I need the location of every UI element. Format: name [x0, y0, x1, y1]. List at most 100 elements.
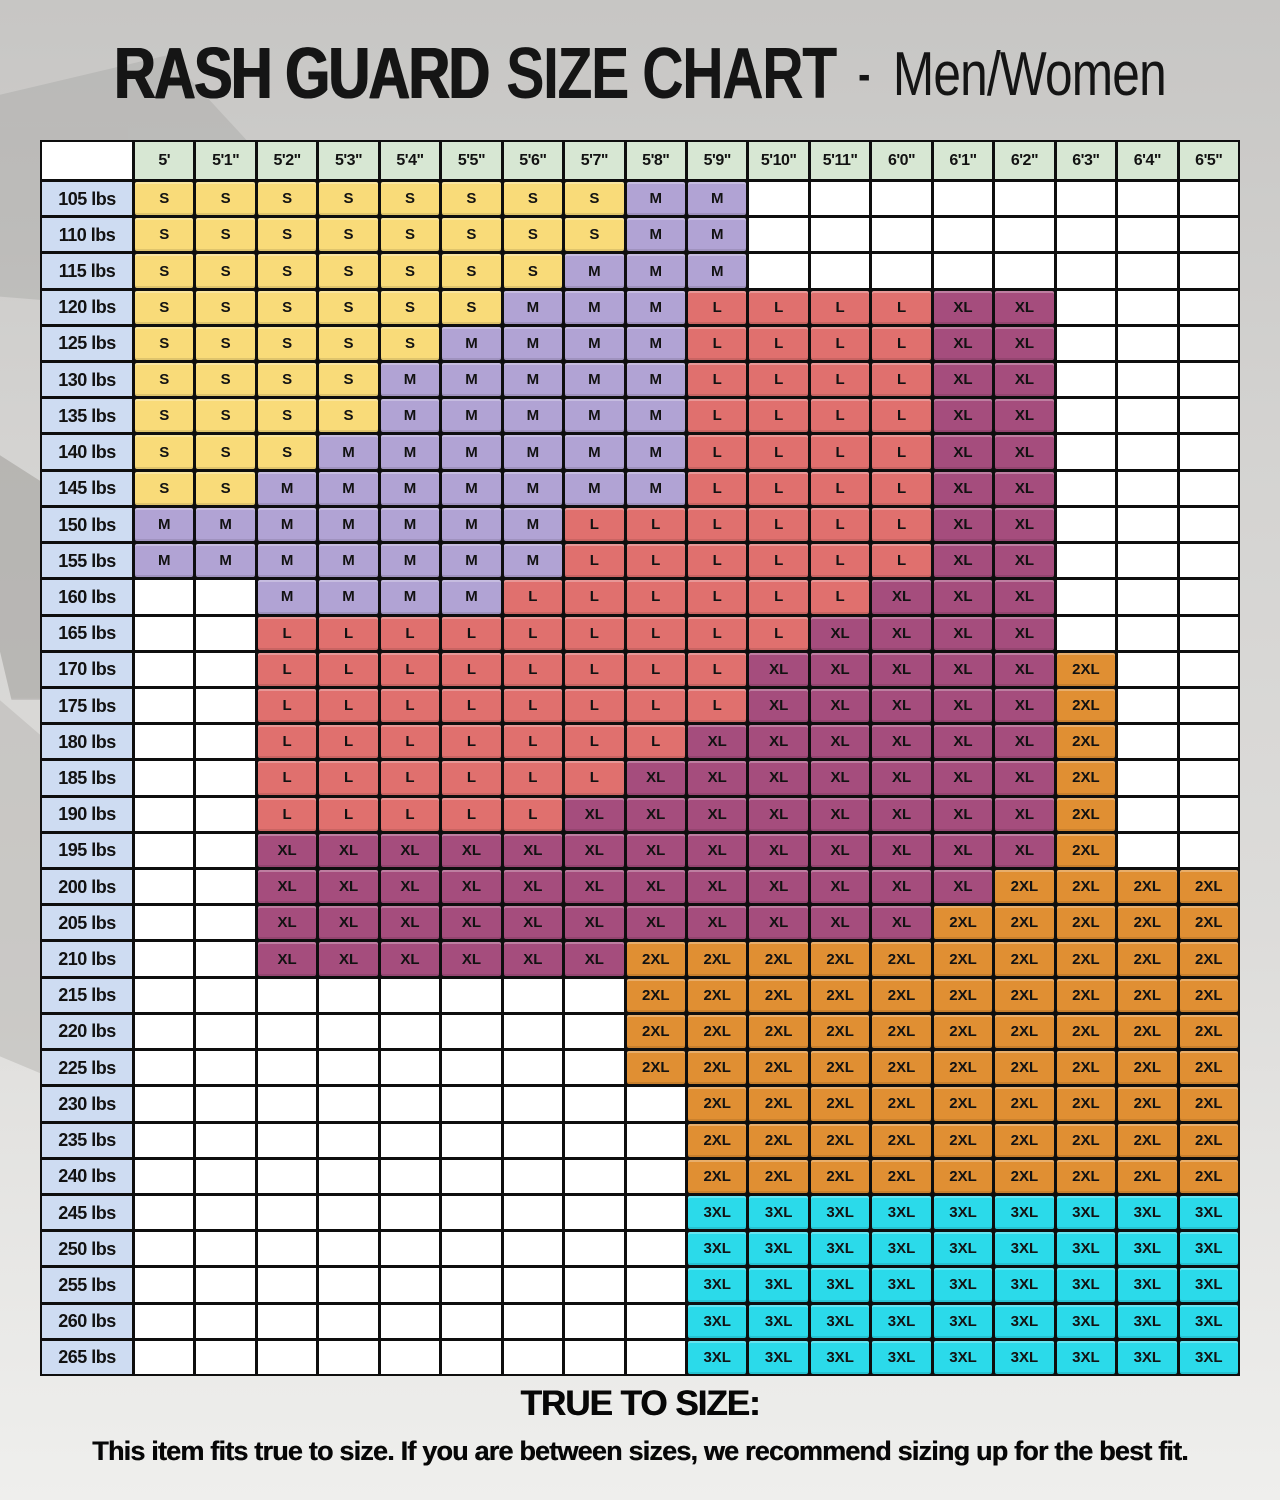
size-cell: L	[565, 507, 624, 542]
size-cell: L	[872, 363, 931, 397]
empty-cell	[1179, 544, 1238, 578]
size-cell: XL	[380, 942, 440, 976]
empty-cell	[380, 1232, 440, 1266]
size-cell: M	[380, 399, 440, 433]
size-cell: L	[626, 580, 685, 614]
size-cell: 2XL	[810, 1123, 870, 1157]
size-cell: L	[749, 326, 808, 361]
footer: TRUE TO SIZE: This item fits true to siz…	[0, 1384, 1280, 1467]
size-cell: 2XL	[810, 1014, 870, 1049]
size-cell: M	[257, 580, 317, 614]
size-cell: 2XL	[1179, 870, 1238, 904]
weight-label-cell: 195 lbs	[42, 833, 132, 868]
empty-cell	[380, 1123, 440, 1157]
size-cell: S	[196, 399, 255, 433]
size-cell: L	[749, 363, 808, 397]
size-cell: S	[319, 290, 378, 324]
size-cell: S	[135, 182, 194, 216]
empty-cell	[196, 616, 255, 650]
empty-cell	[319, 1195, 378, 1230]
size-cell: M	[319, 544, 378, 578]
empty-cell	[626, 1340, 685, 1374]
size-cell: XL	[503, 942, 563, 976]
empty-cell	[380, 1340, 440, 1374]
empty-cell	[196, 1051, 255, 1085]
size-cell: M	[442, 471, 501, 505]
size-cell: XL	[565, 797, 624, 831]
size-cell: 3XL	[810, 1304, 870, 1338]
size-cell: M	[626, 326, 685, 361]
empty-cell	[626, 1304, 685, 1338]
size-cell: S	[503, 254, 563, 288]
height-header-cell: 5'6"	[503, 142, 563, 179]
size-cell: L	[810, 471, 870, 505]
empty-cell	[257, 1340, 317, 1374]
empty-cell	[810, 182, 870, 216]
title-product: RASH GUARD	[114, 34, 490, 114]
empty-cell	[442, 1123, 501, 1157]
empty-cell	[1056, 580, 1116, 614]
weight-label-cell: 260 lbs	[42, 1304, 132, 1338]
size-cell: XL	[319, 942, 378, 976]
empty-cell	[257, 1304, 317, 1338]
size-cell: XL	[749, 652, 808, 686]
weight-label-cell: 170 lbs	[42, 652, 132, 686]
height-header-cell: 5'	[135, 142, 194, 179]
empty-cell	[503, 1014, 563, 1049]
empty-cell	[319, 1232, 378, 1266]
weight-label-cell: 110 lbs	[42, 218, 132, 252]
empty-cell	[380, 1304, 440, 1338]
empty-cell	[380, 1195, 440, 1230]
size-cell: 2XL	[995, 978, 1054, 1012]
size-cell: S	[380, 254, 440, 288]
size-cell: L	[503, 761, 563, 795]
size-cell: L	[749, 616, 808, 650]
size-cell: 3XL	[933, 1195, 993, 1230]
empty-cell	[196, 797, 255, 831]
size-cell: 3XL	[872, 1195, 931, 1230]
empty-cell	[1179, 725, 1238, 759]
size-cell: S	[319, 326, 378, 361]
size-cell: 2XL	[995, 1087, 1054, 1121]
weight-label-cell: 265 lbs	[42, 1340, 132, 1374]
size-cell: S	[380, 326, 440, 361]
size-cell: L	[872, 399, 931, 433]
size-cell: 2XL	[1056, 1014, 1116, 1049]
weight-label-cell: 230 lbs	[42, 1087, 132, 1121]
size-cell: 2XL	[1056, 797, 1116, 831]
empty-cell	[626, 1159, 685, 1193]
size-cell: 2XL	[687, 1159, 747, 1193]
size-cell: 2XL	[1179, 1051, 1238, 1085]
size-cell: M	[196, 544, 255, 578]
size-cell: XL	[995, 833, 1054, 868]
size-cell: XL	[626, 870, 685, 904]
size-cell: S	[135, 254, 194, 288]
size-cell: XL	[503, 833, 563, 868]
size-cell: XL	[257, 833, 317, 868]
size-cell: 3XL	[995, 1268, 1054, 1302]
size-cell: L	[442, 652, 501, 686]
empty-cell	[380, 1051, 440, 1085]
weight-label-cell: 190 lbs	[42, 797, 132, 831]
size-cell: 2XL	[810, 1087, 870, 1121]
size-cell: S	[196, 471, 255, 505]
empty-cell	[1118, 833, 1177, 868]
empty-cell	[565, 1195, 624, 1230]
size-cell: 2XL	[1179, 1159, 1238, 1193]
size-cell: 2XL	[872, 978, 931, 1012]
empty-cell	[1179, 182, 1238, 216]
size-cell: S	[442, 182, 501, 216]
size-cell: L	[810, 580, 870, 614]
empty-cell	[626, 1123, 685, 1157]
title-separator: -	[858, 48, 871, 100]
empty-cell	[135, 942, 194, 976]
size-cell: L	[442, 797, 501, 831]
empty-cell	[380, 1014, 440, 1049]
size-cell: 3XL	[687, 1232, 747, 1266]
empty-cell	[319, 1304, 378, 1338]
height-header-cell: 5'8"	[626, 142, 685, 179]
size-cell: 2XL	[995, 1014, 1054, 1049]
empty-cell	[503, 1340, 563, 1374]
size-cell: XL	[872, 833, 931, 868]
size-cell: 3XL	[810, 1195, 870, 1230]
